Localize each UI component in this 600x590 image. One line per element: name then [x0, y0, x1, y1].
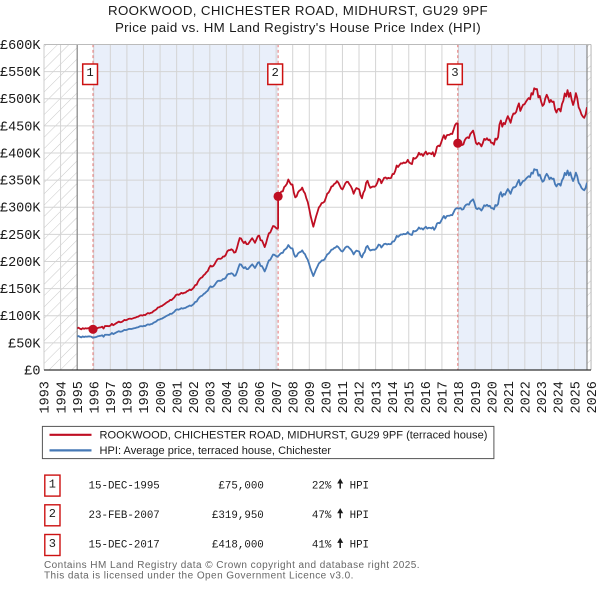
- svg-text:2012: 2012: [354, 381, 369, 413]
- svg-text:2010: 2010: [321, 381, 336, 413]
- svg-text:1994: 1994: [55, 381, 70, 413]
- svg-text:1998: 1998: [122, 381, 137, 413]
- svg-text:£300K: £300K: [0, 202, 41, 217]
- svg-text:2017: 2017: [437, 381, 452, 413]
- svg-text:HPI: HPI: [350, 510, 369, 522]
- svg-text:2: 2: [49, 507, 56, 521]
- svg-text:2021: 2021: [503, 381, 518, 413]
- svg-text:2023: 2023: [536, 381, 551, 413]
- svg-text:2022: 2022: [520, 381, 535, 413]
- svg-text:Price paid vs. HM Land Registr: Price paid vs. HM Land Registry's House …: [115, 20, 481, 35]
- svg-text:ROOKWOOD, CHICHESTER ROAD, MID: ROOKWOOD, CHICHESTER ROAD, MIDHURST, GU2…: [108, 3, 488, 18]
- svg-text:£150K: £150K: [0, 283, 41, 298]
- svg-text:15-DEC-1995: 15-DEC-1995: [89, 480, 160, 492]
- svg-text:2: 2: [272, 66, 279, 80]
- svg-text:£418,000: £418,000: [212, 540, 264, 552]
- svg-text:15-DEC-2017: 15-DEC-2017: [89, 540, 160, 552]
- svg-text:47%: 47%: [312, 510, 332, 522]
- svg-text:£450K: £450K: [0, 120, 41, 135]
- svg-text:2003: 2003: [205, 381, 220, 413]
- svg-text:£200K: £200K: [0, 256, 41, 271]
- svg-text:2008: 2008: [287, 381, 302, 413]
- svg-text:1999: 1999: [138, 381, 153, 413]
- svg-text:2024: 2024: [553, 381, 568, 413]
- svg-text:1: 1: [86, 66, 93, 80]
- svg-text:2020: 2020: [486, 381, 501, 413]
- svg-text:£0: £0: [24, 364, 40, 379]
- svg-text:2000: 2000: [155, 381, 170, 413]
- svg-text:Contains HM Land Registry data: Contains HM Land Registry data © Crown c…: [44, 560, 420, 571]
- svg-text:HPI: HPI: [350, 480, 369, 492]
- svg-text:£550K: £550K: [0, 66, 41, 81]
- svg-text:1993: 1993: [39, 381, 54, 413]
- svg-text:2019: 2019: [470, 381, 485, 413]
- svg-text:23-FEB-2007: 23-FEB-2007: [89, 510, 160, 522]
- svg-text:2018: 2018: [453, 381, 468, 413]
- svg-text:2025: 2025: [569, 381, 584, 413]
- svg-text:3: 3: [49, 537, 56, 551]
- svg-text:3: 3: [451, 66, 458, 80]
- svg-text:22%: 22%: [312, 480, 332, 492]
- svg-text:£50K: £50K: [8, 337, 41, 352]
- svg-text:2016: 2016: [420, 381, 435, 413]
- svg-text:2026: 2026: [586, 381, 600, 413]
- svg-text:HPI: Average price, terraced h: HPI: Average price, terraced house, Chic…: [100, 445, 332, 457]
- svg-text:ROOKWOOD, CHICHESTER ROAD, MID: ROOKWOOD, CHICHESTER ROAD, MIDHURST, GU2…: [100, 429, 488, 441]
- svg-text:2007: 2007: [271, 381, 286, 413]
- svg-text:£500K: £500K: [0, 93, 41, 108]
- svg-text:1995: 1995: [72, 381, 87, 413]
- svg-text:1997: 1997: [105, 381, 120, 413]
- svg-text:2015: 2015: [404, 381, 419, 413]
- svg-text:This data is licensed under th: This data is licensed under the Open Gov…: [44, 570, 354, 581]
- svg-text:1: 1: [49, 477, 56, 491]
- svg-text:2013: 2013: [370, 381, 385, 413]
- svg-text:£75,000: £75,000: [218, 480, 263, 492]
- svg-text:£100K: £100K: [0, 310, 41, 325]
- svg-text:£350K: £350K: [0, 175, 41, 190]
- svg-text:£250K: £250K: [0, 229, 41, 244]
- svg-text:2004: 2004: [221, 381, 236, 413]
- svg-text:2011: 2011: [337, 381, 352, 413]
- svg-text:2014: 2014: [387, 381, 402, 413]
- svg-text:2001: 2001: [171, 381, 186, 413]
- svg-text:£319,950: £319,950: [212, 510, 264, 522]
- svg-text:HPI: HPI: [350, 540, 369, 552]
- svg-text:2002: 2002: [188, 381, 203, 413]
- svg-text:2009: 2009: [304, 381, 319, 413]
- svg-text:£400K: £400K: [0, 147, 41, 162]
- svg-text:1996: 1996: [88, 381, 103, 413]
- svg-text:2005: 2005: [238, 381, 253, 413]
- svg-text:41%: 41%: [312, 540, 332, 552]
- svg-text:2006: 2006: [254, 381, 269, 413]
- svg-text:£600K: £600K: [0, 39, 41, 54]
